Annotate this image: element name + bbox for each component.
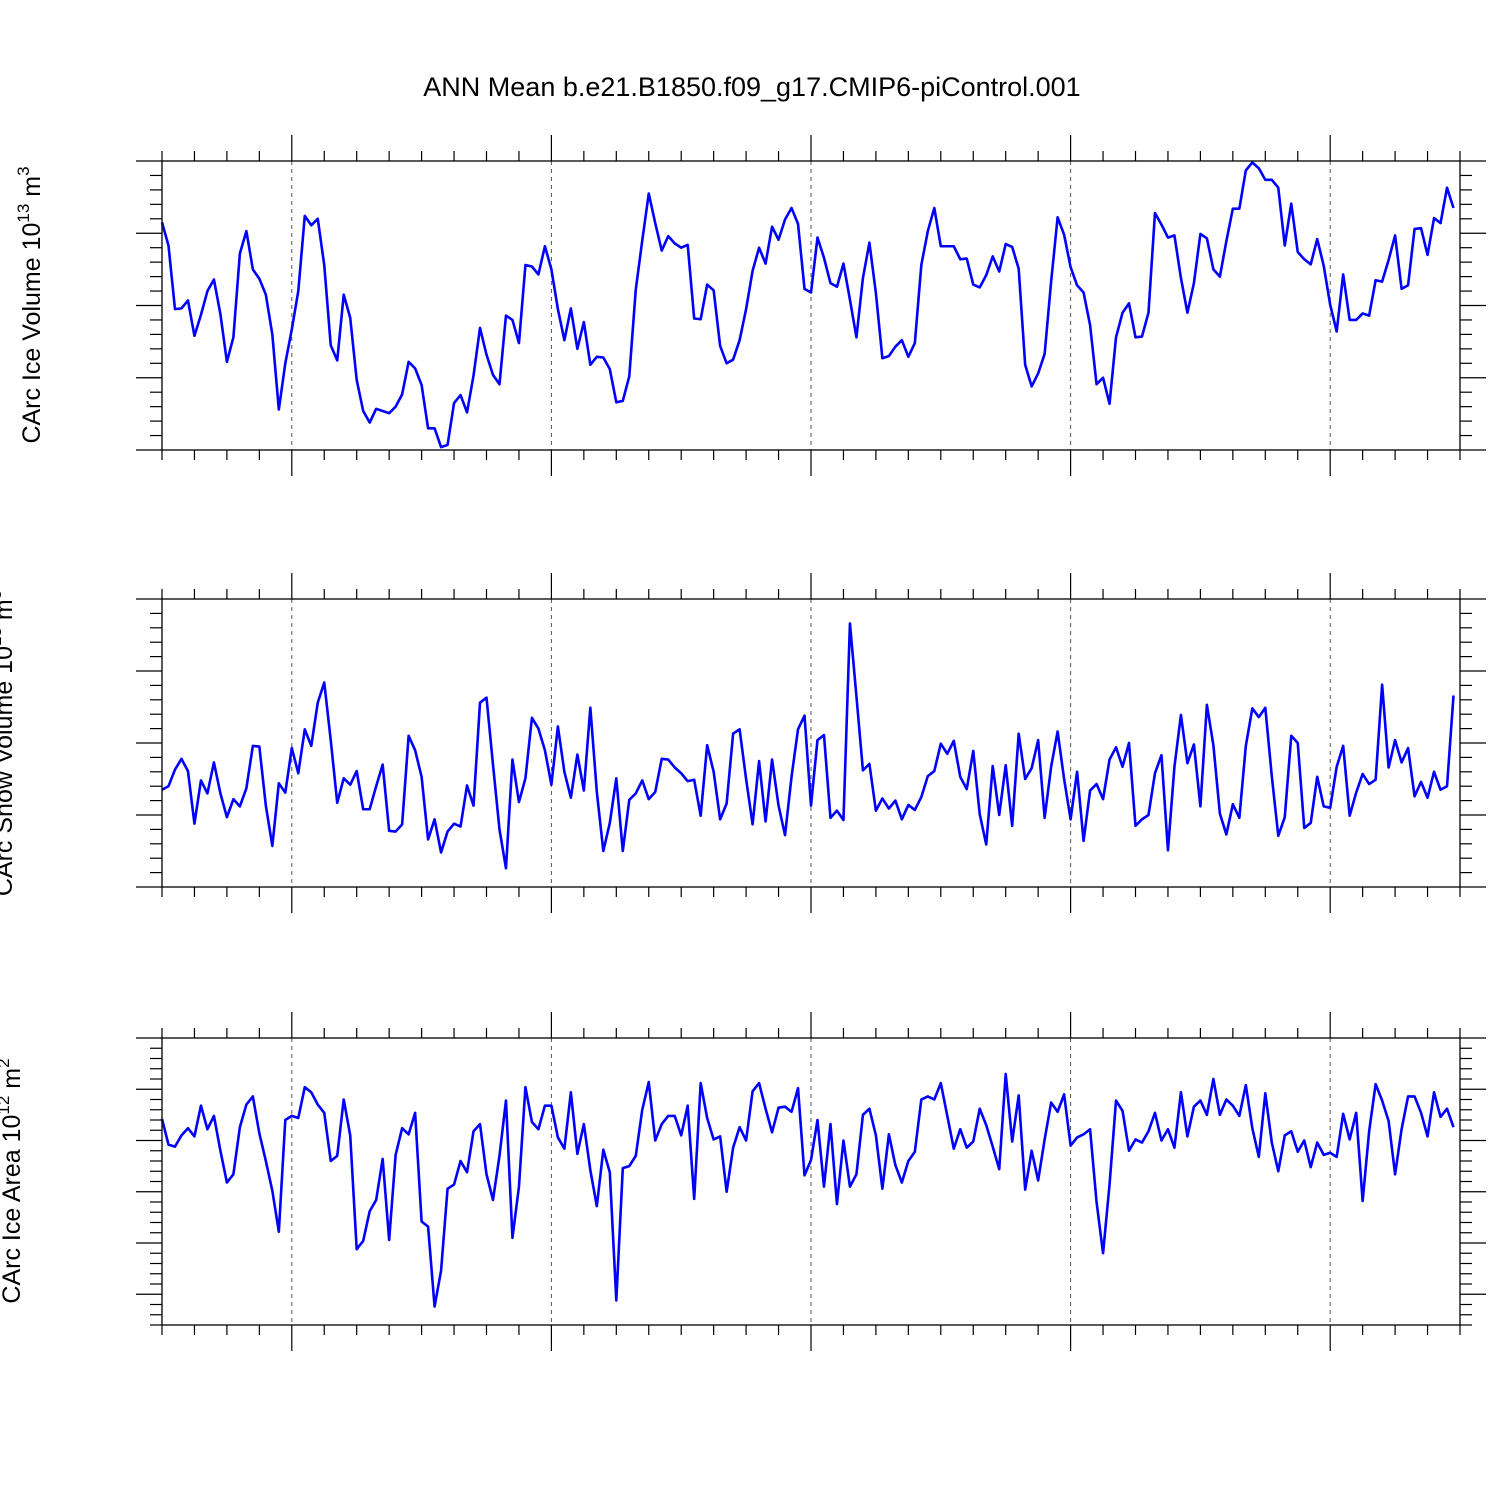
y-axis-label-part: 13 <box>0 627 5 646</box>
series-line <box>162 623 1454 868</box>
series-line <box>162 1074 1454 1307</box>
y-axis-label: CArc Ice Area 1012 m2 <box>0 1058 26 1303</box>
y-axis-label-part: 13 <box>14 204 33 223</box>
y-axis-label-part: m <box>0 1068 26 1096</box>
y-axis-label-part: 3 <box>14 166 33 175</box>
y-axis-label-part: CArc Ice Area 10 <box>0 1115 26 1304</box>
y-axis-label-part: m <box>18 176 46 204</box>
panel-ice-area: CArc Ice Area 1012 m2 <box>0 1012 1486 1351</box>
y-axis-label-part: CArc Snow Volume 10 <box>0 646 18 896</box>
y-axis-label-part: CArc Ice Volume 10 <box>18 223 46 444</box>
figure-title: ANN Mean b.e21.B1850.f09_g17.CMIP6-piCon… <box>423 72 1080 102</box>
y-axis-label-part: 12 <box>0 1096 13 1115</box>
series-line <box>162 162 1454 447</box>
y-axis-label-part: 2 <box>0 1058 13 1067</box>
y-axis-label: CArc Snow Volume 1013 m3 <box>0 590 18 896</box>
panel-ice-volume: CArc Ice Volume 1013 m3 <box>14 135 1486 476</box>
figure: ANN Mean b.e21.B1850.f09_g17.CMIP6-piCon… <box>0 0 1500 1500</box>
y-axis-label-part: 3 <box>0 590 5 599</box>
y-axis-label-part: m <box>0 599 18 627</box>
panel-snow-volume: CArc Snow Volume 1013 m3 <box>0 573 1486 913</box>
y-axis-label: CArc Ice Volume 1013 m3 <box>14 166 46 443</box>
